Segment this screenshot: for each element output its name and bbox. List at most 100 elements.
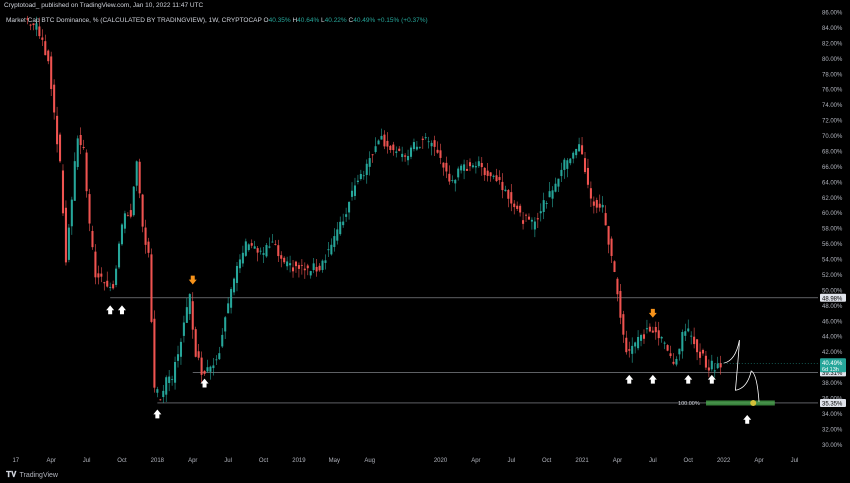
y-tick-label: 54.00% — [822, 258, 843, 264]
y-tick-label: 38.00% — [822, 381, 843, 387]
y-tick-label: 68.00% — [822, 149, 843, 155]
candle-body — [433, 140, 436, 147]
candle-body — [203, 371, 206, 374]
candle-body — [551, 190, 554, 199]
candle-body — [294, 261, 298, 267]
y-tick-label: 46.00% — [822, 319, 843, 325]
candle-body — [215, 359, 218, 361]
candle-body — [678, 348, 681, 355]
candle-body — [176, 354, 180, 361]
y-tick-label: 50.00% — [822, 288, 843, 294]
y-tick-label: 42.00% — [822, 350, 843, 356]
level-badge — [820, 398, 846, 407]
candle-body — [483, 167, 486, 176]
candle-body — [365, 163, 368, 175]
y-tick-label: 80.00% — [822, 57, 843, 63]
candle-body — [85, 152, 88, 192]
candle-body — [495, 175, 498, 182]
candle-body — [144, 227, 147, 245]
candle-body — [321, 260, 324, 270]
support-arrow-icon — [153, 409, 162, 419]
candle-body — [660, 336, 663, 339]
candle-body — [371, 154, 374, 156]
candle-body — [230, 289, 233, 308]
candle-body — [698, 351, 702, 358]
candle-body — [536, 218, 539, 220]
candle-body — [548, 191, 551, 198]
candle-body — [569, 158, 572, 164]
candle-body — [545, 203, 548, 204]
candle-body — [401, 153, 404, 158]
candle-body — [442, 162, 445, 168]
legend-low-value: 40.22% — [324, 17, 347, 24]
candle-body — [327, 249, 330, 251]
candle-body — [91, 230, 94, 248]
candle-body — [412, 142, 415, 150]
candle-body — [73, 161, 76, 201]
candle-body — [206, 367, 209, 372]
candle-body — [218, 353, 221, 360]
candle-body — [395, 151, 398, 153]
candle-body — [704, 355, 707, 368]
candle-body — [141, 194, 144, 227]
candle-body — [241, 252, 244, 264]
candle-body — [356, 180, 359, 182]
candle-body — [651, 330, 654, 333]
candle-body — [631, 345, 634, 354]
x-tick-label: Aug — [364, 458, 375, 464]
x-tick-label: 2021 — [575, 458, 589, 464]
current-price-label: 40.49% — [822, 361, 843, 367]
candle-body — [336, 229, 339, 241]
x-tick-label: Jul — [791, 458, 799, 464]
candle-body — [578, 144, 581, 152]
candle-body — [306, 265, 309, 269]
candle-body — [471, 165, 474, 168]
candle-body — [672, 361, 675, 364]
y-tick-label: 48.00% — [822, 304, 843, 310]
candle-body — [480, 162, 483, 168]
y-tick-label: 78.00% — [822, 72, 843, 78]
support-arrow-icon — [117, 305, 126, 315]
candle-body — [212, 365, 215, 369]
candle-body — [135, 161, 138, 186]
candle-body — [129, 210, 132, 217]
candle-body — [112, 284, 115, 289]
y-tick-label: 44.00% — [822, 335, 843, 341]
candle-body — [138, 161, 141, 194]
x-tick-label: 17 — [12, 458, 19, 464]
level-badge — [820, 293, 846, 302]
candle-body — [168, 376, 171, 383]
level-badge-label: 35.35% — [822, 401, 843, 407]
candle-body — [380, 135, 383, 140]
candle-body — [182, 322, 185, 336]
candle-body — [563, 159, 566, 170]
candle-body — [619, 290, 622, 318]
candle-body — [126, 215, 129, 217]
candle-body — [637, 336, 640, 349]
candle-body — [604, 213, 607, 226]
candle-body — [415, 146, 418, 150]
candle-body — [492, 175, 495, 177]
candle-body — [592, 201, 595, 206]
x-tick-label: 2019 — [292, 458, 306, 464]
x-tick-label: Jul — [507, 458, 515, 464]
candle-body — [324, 260, 327, 263]
y-tick-label: 66.00% — [822, 165, 843, 171]
candle-body — [539, 211, 542, 214]
candle-body — [26, 18, 29, 20]
candle-body — [554, 183, 557, 192]
candle-body — [477, 161, 480, 167]
candle-body — [710, 360, 713, 370]
support-arrow-icon — [106, 305, 115, 315]
candle-body — [527, 216, 531, 220]
projection-path — [723, 339, 760, 402]
footer-brand[interactable]: 𝐓𝐕 TradingView — [6, 470, 58, 480]
candle-body — [439, 150, 442, 158]
candle-body — [221, 334, 224, 347]
legend-open-label: O — [263, 17, 269, 24]
candle-body — [436, 149, 439, 153]
candle-body — [501, 181, 504, 191]
candle-body — [581, 145, 584, 155]
candle-body — [504, 189, 507, 192]
